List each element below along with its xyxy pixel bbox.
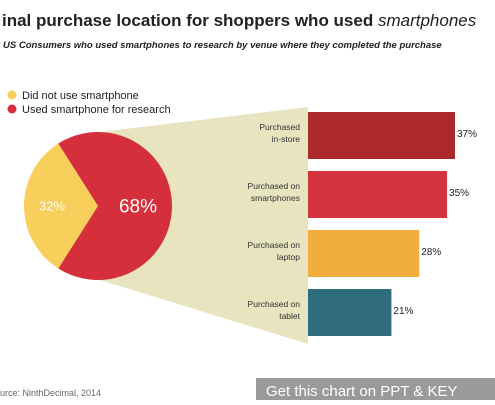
- chart-subtitle: US Consumers who used smartphones to res…: [3, 40, 442, 51]
- bar-category-label-3-1: tablet: [279, 311, 300, 321]
- watermark-text[interactable]: Get this chart on PPT & KEY: [266, 383, 457, 400]
- bar-value-label-1: 35%: [449, 188, 469, 199]
- chart-title: inal purchase location for shoppers who …: [2, 11, 477, 30]
- pie-slice-1: [58, 132, 172, 280]
- bar-category-label-2-0: Purchased on: [248, 240, 301, 250]
- bar-chart: 37% Purchased in-store 35% Purchased on smart…: [248, 112, 477, 336]
- pie-label-1: 68%: [119, 197, 157, 218]
- bar-value-label-2: 28%: [421, 247, 441, 258]
- pie-slice-0: [23, 143, 99, 269]
- bar-category-label-2-1: laptop: [277, 252, 300, 262]
- bar-category-label-0-0: Purchased: [259, 122, 300, 132]
- bar-category-label-3-0: Purchased on: [248, 299, 301, 309]
- bar-1: [308, 171, 448, 218]
- legend-label-0: Did not use smartphone: [22, 90, 139, 102]
- legend: Did not use smartphone Used smartphone fo…: [7, 90, 171, 116]
- bar-category-label-1-0: Purchased on: [248, 181, 301, 191]
- bar-value-label-3: 21%: [393, 306, 413, 317]
- pie-label-0: 32%: [39, 199, 65, 214]
- legend-marker-1: [7, 104, 17, 114]
- source-note: urce: NinthDecimal, 2014: [0, 388, 101, 398]
- legend-marker-0: [7, 90, 17, 100]
- bar-category-label-0-1: in-store: [272, 134, 301, 144]
- bar-3: [308, 289, 392, 336]
- legend-label-1: Used smartphone for research: [22, 104, 171, 116]
- bar-0: [308, 112, 455, 159]
- pie-chart: 32% 68%: [23, 132, 172, 280]
- watermark-banner[interactable]: [256, 378, 495, 400]
- bar-value-label-0: 37%: [457, 129, 477, 140]
- bar-2: [308, 230, 420, 277]
- bar-category-label-1-1: smartphones: [251, 193, 300, 203]
